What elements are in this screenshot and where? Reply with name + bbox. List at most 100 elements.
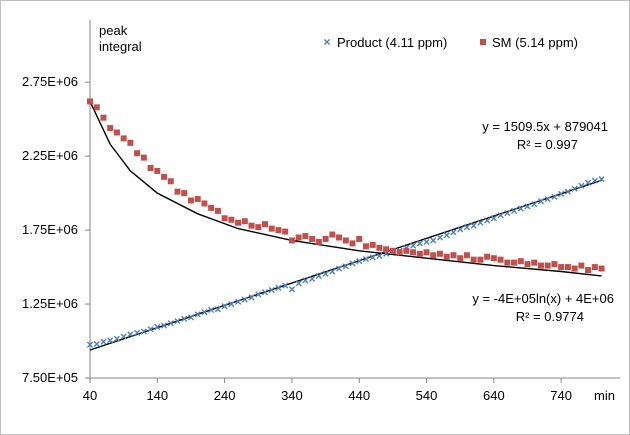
sm-data-point	[322, 235, 329, 242]
product-data-point	[349, 260, 356, 267]
sm-data-point	[477, 256, 484, 263]
sm-data-point	[93, 104, 100, 111]
sm-data-point	[564, 264, 571, 271]
sm-data-point	[228, 216, 235, 223]
sm-data-point	[140, 154, 147, 161]
sm-data-point	[537, 262, 544, 269]
legend-product-marker	[323, 38, 331, 46]
sm-data-point	[362, 243, 369, 250]
sm-data-point	[443, 253, 450, 260]
sm-data-point	[315, 238, 322, 245]
sm-data-point	[389, 247, 396, 254]
sm-data-point	[450, 252, 457, 259]
product-data-point	[463, 224, 471, 231]
product-data-point	[255, 291, 262, 298]
product-data-point	[154, 323, 161, 331]
sm-data-point	[531, 259, 538, 266]
product-data-point	[248, 294, 255, 301]
sm-data-point	[181, 190, 188, 197]
legend-product-label: Product (4.11 ppm)	[337, 35, 447, 50]
sm-data-point	[107, 125, 114, 132]
product-data-point	[295, 280, 302, 287]
sm-data-point	[430, 252, 437, 259]
sm-data-point	[457, 255, 464, 262]
sm-data-point	[403, 247, 410, 254]
sm-data-point	[369, 241, 376, 248]
sm-data-point	[221, 215, 228, 222]
product-data-point	[214, 306, 221, 313]
product-data-point	[335, 265, 343, 272]
y-tick-label: 2.25E+06	[22, 148, 78, 163]
log-fit-r2: R² = 0.9774	[516, 309, 584, 324]
sm-data-point	[497, 256, 504, 263]
product-data-point	[591, 177, 598, 184]
sm-data-point	[591, 264, 598, 271]
sm-data-point	[463, 252, 470, 259]
product-data-point	[147, 326, 154, 333]
sm-data-point	[524, 261, 531, 268]
sm-data-point	[490, 255, 497, 262]
x-tick-label: 740	[550, 388, 572, 403]
sm-data-point	[396, 249, 403, 256]
product-data-point	[275, 284, 282, 291]
x-tick-label: 340	[281, 388, 303, 403]
product-data-point	[551, 193, 558, 200]
product-data-point	[322, 270, 329, 277]
product-data-point	[497, 212, 504, 219]
product-data-point	[167, 320, 174, 327]
product-data-point	[100, 338, 107, 345]
product-data-point	[288, 286, 296, 293]
product-data-point	[490, 215, 497, 222]
sm-data-point	[275, 227, 282, 234]
sm-data-point	[349, 240, 356, 247]
sm-data-point	[416, 250, 423, 257]
sm-data-point	[174, 188, 181, 195]
product-data-point	[423, 238, 430, 246]
x-tick-label: 140	[146, 388, 168, 403]
product-data-point	[261, 289, 269, 296]
y-axis-label: integral	[99, 39, 142, 54]
product-data-point	[241, 296, 248, 303]
linear-fit-equation: y = 1509.5x + 879041	[482, 119, 608, 134]
product-data-point	[228, 300, 235, 308]
sm-data-point	[127, 139, 134, 146]
product-data-point	[134, 329, 141, 336]
sm-data-point	[423, 249, 430, 256]
sm-data-point	[484, 253, 491, 260]
x-tick-label: 240	[214, 388, 236, 403]
sm-data-point	[309, 235, 316, 242]
sm-data-point	[585, 267, 592, 274]
sm-data-point	[336, 234, 343, 241]
sm-data-point	[147, 164, 154, 171]
sm-data-point	[517, 258, 524, 265]
sm-data-point	[241, 218, 248, 225]
y-tick-label: 1.75E+06	[22, 222, 78, 237]
sm-data-point	[100, 114, 107, 121]
sm-data-point	[558, 264, 565, 271]
product-data-point	[376, 252, 383, 260]
product-data-point	[584, 179, 592, 186]
product-data-point	[201, 309, 208, 316]
sm-data-point	[208, 204, 215, 211]
sm-data-point	[262, 221, 268, 228]
sm-data-point	[87, 98, 93, 105]
product-data-point	[558, 190, 565, 197]
sm-data-point	[470, 256, 477, 263]
product-data-point	[517, 205, 524, 212]
log-fit-equation: y = -4E+05ln(x) + 4E+06	[472, 291, 614, 306]
sm-data-point	[578, 262, 585, 269]
trendline-log	[89, 101, 602, 277]
product-data-point	[120, 333, 127, 340]
product-data-point	[598, 175, 605, 183]
y-tick-label: 7.50E+05	[22, 370, 78, 385]
sm-data-point	[113, 129, 120, 136]
x-axis-label: min	[594, 388, 615, 403]
sm-data-point	[410, 249, 417, 256]
sm-data-point	[571, 265, 578, 272]
product-data-point	[113, 335, 121, 342]
sm-data-point	[187, 197, 194, 204]
product-data-point	[181, 315, 188, 322]
product-data-point	[107, 337, 114, 344]
sm-data-point	[376, 244, 383, 251]
